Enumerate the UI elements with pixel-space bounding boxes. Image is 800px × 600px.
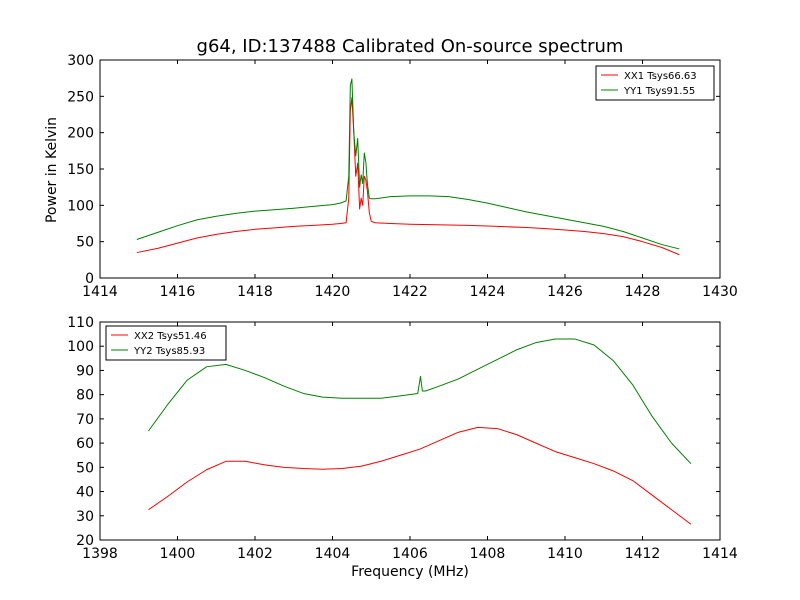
top-chart-y-tick-label-4: 200 <box>67 126 94 142</box>
top-chart-x-tick-label-6: 1426 <box>547 284 583 300</box>
bottom-chart-x-axis-label: Frequency (MHz) <box>351 564 469 580</box>
bottom-chart-y-tick-label-7: 90 <box>76 363 94 379</box>
top-chart-y-axis-label: Power in Kelvin <box>44 117 60 223</box>
top-chart-x-tick-label-1: 1416 <box>160 284 196 300</box>
bottom-chart-x-tick-label-6: 1410 <box>547 546 583 562</box>
top-chart-y-tick-label-6: 300 <box>67 53 94 69</box>
bottom-chart-x-tick-label-2: 1402 <box>237 546 273 562</box>
bottom-chart-legend <box>105 325 227 361</box>
top-chart-x-tick-label-2: 1418 <box>237 284 273 300</box>
bottom-chart-x-tick-label-8: 1414 <box>702 546 738 562</box>
bottom-chart-x-tick-label-5: 1408 <box>470 546 506 562</box>
bottom-chart-legend-label-0: XX2 Tsys51.46 <box>134 331 207 342</box>
bottom-chart-x-tick-label-0: 1398 <box>82 546 118 562</box>
top-chart-y-tick-label-5: 250 <box>67 89 94 105</box>
bottom-chart-y-tick-label-3: 50 <box>76 460 94 476</box>
top-chart-y-tick-label-2: 100 <box>67 198 94 214</box>
bottom-chart-y-tick-label-8: 100 <box>67 339 94 355</box>
bottom-chart-y-tick-label-2: 40 <box>76 485 94 501</box>
top-chart-legend-label-0: XX1 Tsys66.63 <box>624 71 697 82</box>
top-chart-x-tick-label-5: 1424 <box>470 284 506 300</box>
top-chart-x-tick-label-3: 1420 <box>315 284 351 300</box>
bottom-chart-x-tick-label-7: 1412 <box>625 546 661 562</box>
bottom-chart-series-line-1 <box>148 338 692 465</box>
top-chart-series-line-0 <box>136 97 680 256</box>
top-chart-series-line-1 <box>136 78 680 250</box>
bottom-chart-y-tick-label-6: 80 <box>76 388 94 404</box>
bottom-chart-x-tick-label-3: 1404 <box>315 546 351 562</box>
bottom-chart-y-tick-label-4: 60 <box>76 436 94 452</box>
bottom-chart-y-tick-label-1: 30 <box>76 509 94 525</box>
top-chart-x-tick-label-4: 1422 <box>392 284 428 300</box>
top-chart-y-tick-label-3: 150 <box>67 162 94 178</box>
top-chart-x-tick-label-7: 1428 <box>625 284 661 300</box>
top-chart-x-tick-label-0: 1414 <box>82 284 118 300</box>
bottom-chart-y-tick-label-9: 110 <box>67 315 94 331</box>
bottom-chart-series-line-0 <box>148 426 692 525</box>
bottom-chart-x-tick-label-4: 1406 <box>392 546 428 562</box>
bottom-chart-y-tick-label-0: 20 <box>76 533 94 549</box>
top-chart-y-tick-label-1: 50 <box>76 235 94 251</box>
top-chart-y-tick-label-0: 0 <box>85 271 94 287</box>
bottom-chart: 1398 1400 1402 1404 1406 1408 1410 1412 1414 20 30… <box>67 315 738 562</box>
bottom-chart-legend-label-1: YY2 Tsys85.93 <box>133 346 205 357</box>
top-chart: 1414 1416 1418 1420 1422 1424 1426 1428 1430 0 50 1… <box>67 53 738 300</box>
bottom-chart-x-tick-label-1: 1400 <box>160 546 196 562</box>
top-chart-x-tick-label-8: 1430 <box>702 284 738 300</box>
top-chart-legend-label-1: YY1 Tsys91.55 <box>623 86 695 97</box>
figure-title: g64, ID:137488 Calibrated On-source spec… <box>197 36 624 57</box>
top-chart-legend <box>595 65 715 101</box>
bottom-chart-y-tick-label-5: 70 <box>76 412 94 428</box>
